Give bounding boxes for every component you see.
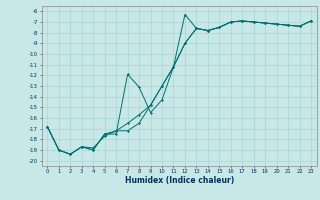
X-axis label: Humidex (Indice chaleur): Humidex (Indice chaleur) xyxy=(124,176,234,185)
